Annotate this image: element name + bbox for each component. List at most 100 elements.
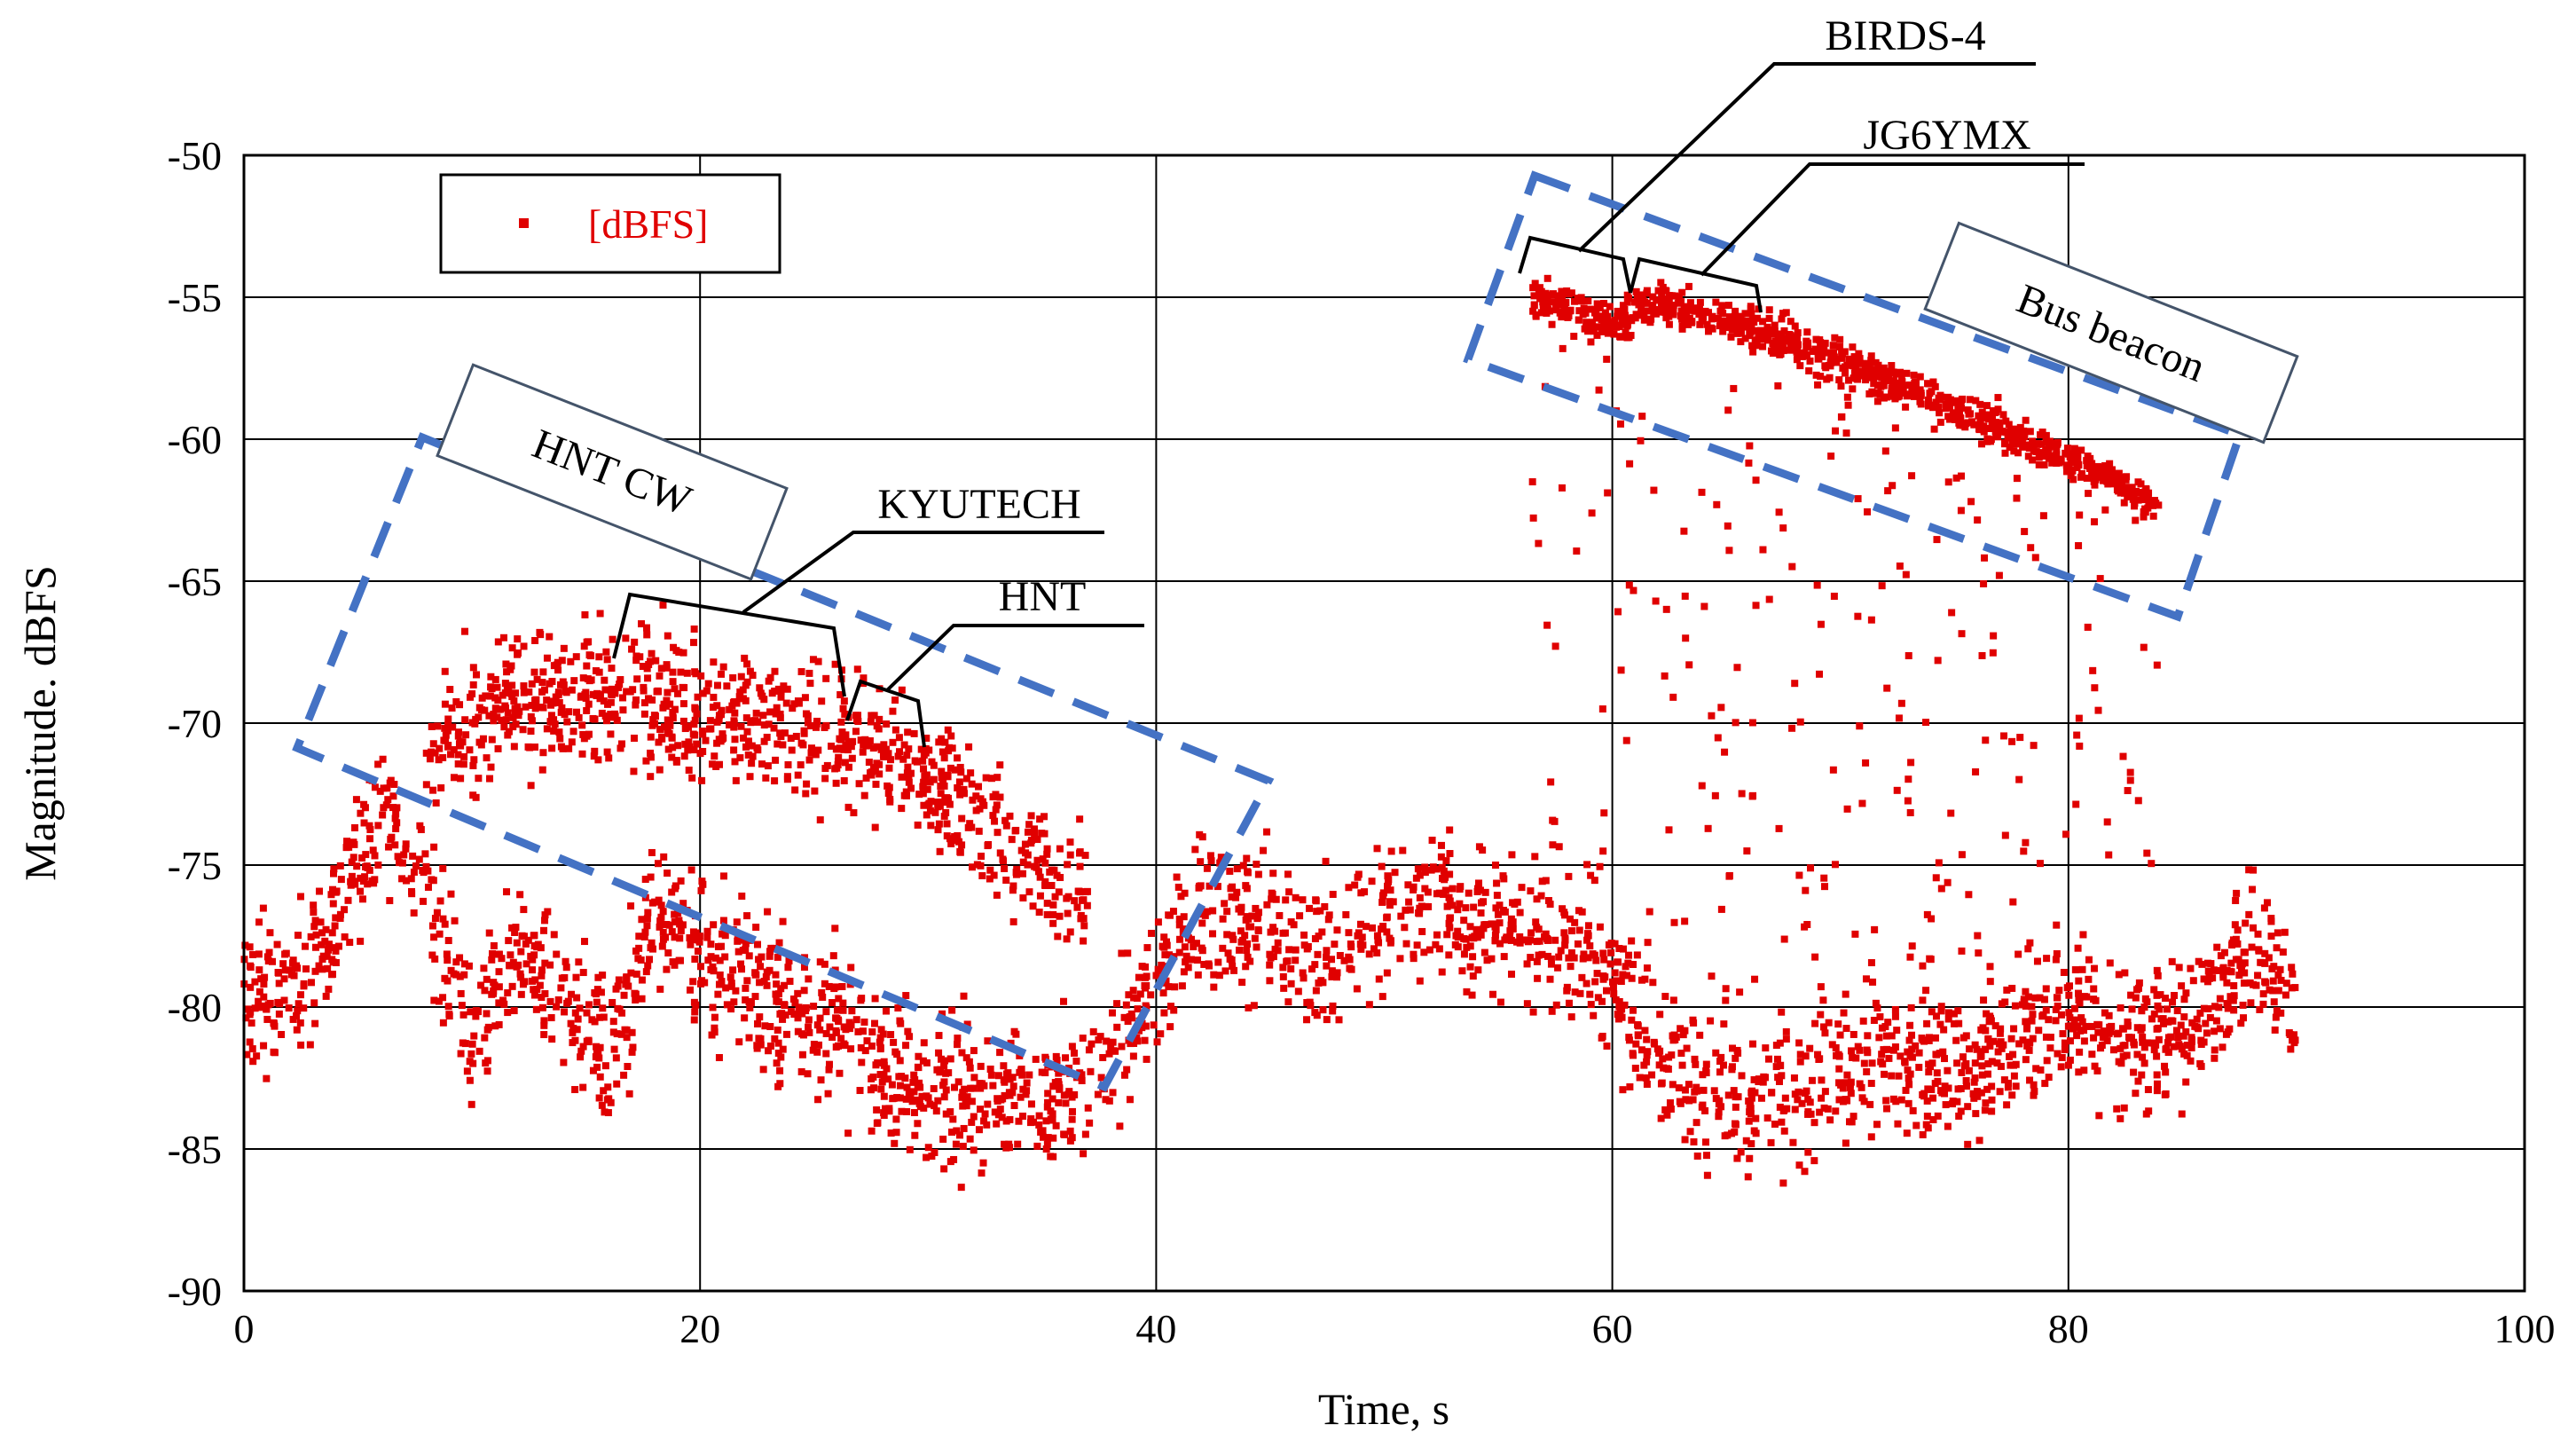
data-point bbox=[711, 1024, 719, 1032]
data-point bbox=[251, 978, 259, 986]
data-point bbox=[648, 945, 656, 953]
data-point bbox=[2234, 926, 2242, 934]
data-point bbox=[996, 761, 1004, 769]
data-point bbox=[463, 1067, 471, 1075]
data-point bbox=[1902, 571, 1910, 578]
data-point bbox=[679, 700, 687, 708]
data-point bbox=[738, 893, 746, 901]
data-point bbox=[2126, 768, 2134, 776]
data-point bbox=[1244, 953, 1252, 961]
data-point bbox=[1908, 1045, 1916, 1053]
data-point bbox=[1767, 1138, 1775, 1146]
data-point bbox=[1738, 790, 1746, 798]
data-point bbox=[1536, 295, 1544, 303]
data-point bbox=[1736, 988, 1744, 996]
data-point bbox=[370, 879, 378, 887]
data-point bbox=[1441, 886, 1449, 894]
data-point bbox=[776, 714, 784, 722]
data-point bbox=[1422, 902, 1430, 910]
data-point bbox=[1741, 310, 1749, 318]
data-point bbox=[1806, 1044, 1814, 1052]
data-point bbox=[454, 728, 462, 736]
data-point bbox=[1614, 321, 1622, 329]
data-point bbox=[1583, 936, 1591, 944]
data-point bbox=[614, 982, 622, 990]
data-point bbox=[657, 913, 665, 921]
data-point bbox=[1062, 1054, 1070, 1062]
data-point bbox=[386, 779, 394, 787]
data-point bbox=[2182, 989, 2190, 997]
data-point bbox=[2026, 1076, 2034, 1084]
data-point bbox=[1043, 1103, 1051, 1111]
data-point bbox=[2123, 1051, 2131, 1059]
data-point bbox=[2089, 666, 2097, 674]
data-point bbox=[472, 1012, 480, 1020]
data-point bbox=[2039, 512, 2047, 520]
data-point bbox=[1725, 547, 1733, 555]
data-point bbox=[2207, 960, 2215, 968]
data-point bbox=[1944, 478, 1952, 486]
data-point bbox=[533, 986, 541, 994]
data-point bbox=[838, 728, 846, 736]
data-point bbox=[1584, 922, 1592, 930]
data-point bbox=[428, 951, 436, 959]
y-tick-label: -85 bbox=[168, 1127, 222, 1172]
data-point bbox=[2131, 502, 2139, 510]
data-point bbox=[410, 909, 418, 917]
data-point bbox=[1971, 1074, 1979, 1082]
data-point bbox=[540, 1017, 548, 1025]
data-point bbox=[1116, 1122, 1124, 1130]
data-point bbox=[2075, 542, 2083, 550]
data-point bbox=[1811, 953, 1819, 961]
data-point bbox=[1353, 985, 1361, 993]
data-point bbox=[671, 882, 679, 890]
data-point bbox=[977, 1062, 985, 1070]
data-point bbox=[963, 1093, 971, 1101]
data-point bbox=[969, 863, 977, 871]
data-point bbox=[1384, 872, 1392, 880]
data-point bbox=[898, 805, 906, 813]
data-point bbox=[743, 660, 751, 668]
data-point bbox=[1986, 1042, 1994, 1050]
data-point bbox=[1142, 973, 1150, 981]
data-point bbox=[560, 644, 568, 652]
data-point bbox=[1530, 292, 1538, 300]
data-point bbox=[1416, 893, 1424, 901]
data-point bbox=[1889, 1095, 1897, 1103]
data-point bbox=[643, 631, 651, 639]
data-point bbox=[1778, 333, 1786, 341]
data-point bbox=[530, 951, 538, 959]
data-point bbox=[923, 735, 931, 743]
data-point bbox=[2029, 456, 2037, 464]
data-point bbox=[1615, 945, 1623, 953]
data-point bbox=[1965, 891, 1973, 899]
data-point bbox=[1947, 809, 1955, 817]
data-point bbox=[993, 891, 1001, 899]
data-point bbox=[1580, 950, 1588, 958]
data-point bbox=[1328, 967, 1336, 975]
data-point bbox=[1567, 927, 1575, 935]
data-point bbox=[1237, 927, 1245, 935]
data-point bbox=[966, 820, 974, 828]
data-point bbox=[552, 693, 560, 701]
data-point bbox=[1865, 374, 1873, 382]
data-point bbox=[491, 675, 499, 683]
data-point bbox=[957, 1184, 965, 1192]
data-point bbox=[1331, 940, 1339, 948]
data-point bbox=[1322, 857, 1330, 865]
data-point bbox=[1897, 699, 1905, 707]
data-point bbox=[1228, 956, 1236, 964]
data-point bbox=[408, 887, 416, 895]
data-point bbox=[2054, 994, 2062, 1002]
data-point bbox=[1744, 1173, 1752, 1181]
data-point bbox=[651, 720, 659, 728]
data-point bbox=[976, 805, 984, 813]
data-point bbox=[2078, 965, 2086, 973]
data-point bbox=[1440, 890, 1448, 898]
data-point bbox=[727, 982, 735, 990]
data-point bbox=[457, 1050, 465, 1058]
data-point bbox=[1596, 303, 1604, 311]
data-point bbox=[444, 1003, 452, 1011]
data-point bbox=[2249, 885, 2257, 893]
data-point bbox=[2088, 470, 2096, 478]
